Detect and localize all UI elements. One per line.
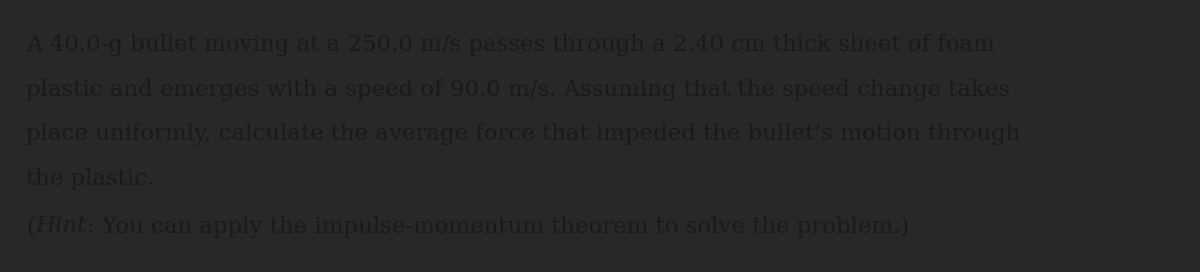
Text: the plastic.: the plastic. — [26, 168, 155, 190]
Text: : You can apply the impulse-momentum theorem to solve the problem.): : You can apply the impulse-momentum the… — [86, 215, 908, 237]
Text: A 40.0-g bullet moving at a 250.0 m/s passes through a 2.40 cm thick sheet of fo: A 40.0-g bullet moving at a 250.0 m/s pa… — [26, 34, 995, 56]
Text: Hint: Hint — [35, 215, 86, 237]
Text: (: ( — [26, 215, 35, 237]
Text: place uniformly, calculate the average force that impeded the bullet’s motion th: place uniformly, calculate the average f… — [26, 123, 1021, 146]
Text: plastic and emerges with a speed of 90.0 m/s. Assuming that the speed change tak: plastic and emerges with a speed of 90.0… — [26, 79, 1010, 101]
